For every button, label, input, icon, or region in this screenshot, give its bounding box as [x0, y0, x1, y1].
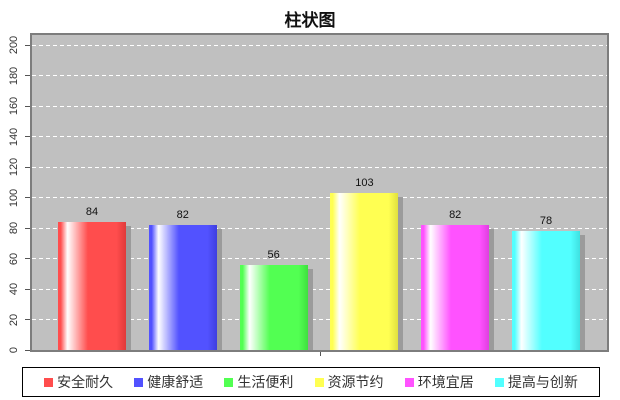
legend-item-资源节约: 资源节约 — [314, 372, 384, 392]
bar-shadow — [398, 196, 404, 350]
gridline-80 — [32, 227, 607, 229]
bar-body — [58, 221, 126, 350]
gridline-100 — [32, 197, 607, 198]
legend-swatch — [494, 377, 504, 387]
y-tick-120 — [25, 166, 30, 168]
legend-swatch — [404, 377, 414, 387]
bar-value-label: 82 — [176, 208, 189, 221]
legend-label: 生活便利 — [237, 374, 294, 390]
bar-环境宜居: 82 — [421, 209, 495, 350]
gridline-60 — [32, 258, 607, 259]
bar-shadow — [580, 235, 585, 350]
legend: 安全耐久 健康舒适 生活便利 资源节约 环境宜居 提高与创新 — [22, 367, 600, 397]
legend-item-健康舒适: 健康舒适 — [134, 372, 203, 392]
bar-value-label: 103 — [355, 176, 374, 189]
legend-label: 环境宜居 — [417, 374, 474, 390]
y-tick-80 — [25, 227, 30, 229]
x-tick-center — [319, 352, 321, 356]
y-tick-100 — [25, 197, 30, 198]
bar-value-label: 82 — [449, 208, 462, 221]
gridline-180 — [32, 75, 607, 76]
y-tick-label-200: 200 — [8, 35, 20, 55]
bar-提高与创新: 78 — [512, 215, 585, 350]
y-tick-label-20: 20 — [8, 313, 20, 326]
gridline-layer — [32, 35, 607, 350]
y-tick-label-0: 0 — [8, 346, 20, 354]
y-tick-180 — [25, 75, 30, 76]
bar-shadow — [307, 268, 313, 350]
y-tick-label-60: 60 — [8, 252, 20, 265]
y-tick-160 — [25, 105, 30, 107]
y-tick-label-140: 140 — [8, 127, 20, 146]
bar-body — [330, 192, 399, 350]
bar-body — [148, 224, 217, 350]
bars-layer: 84 82 56 103 82 78 — [32, 35, 607, 350]
y-tick-20 — [25, 319, 30, 320]
bar-shadow — [489, 228, 495, 350]
legend-swatch — [44, 377, 54, 387]
bar-资源节约: 103 — [330, 177, 404, 350]
y-tick-140 — [25, 136, 30, 137]
bar-body — [512, 231, 580, 350]
legend-item-环境宜居: 环境宜居 — [404, 372, 474, 392]
legend-item-安全耐久: 安全耐久 — [44, 372, 113, 392]
y-tick-label-80: 80 — [8, 221, 20, 235]
y-tick-label-160: 160 — [8, 96, 20, 116]
chart-title: 柱状图 — [284, 11, 336, 30]
y-tick-label-180: 180 — [8, 66, 20, 85]
gridline-160 — [32, 105, 607, 107]
y-tick-40 — [25, 288, 30, 290]
legend-label: 资源节约 — [327, 374, 384, 390]
legend-label: 安全耐久 — [57, 374, 114, 390]
y-tick-label-120: 120 — [8, 157, 20, 177]
bar-value-label: 56 — [267, 248, 280, 261]
bar-shadow — [216, 228, 222, 350]
gridline-200 — [32, 44, 607, 46]
bar-生活便利: 56 — [239, 249, 313, 350]
y-tick-label-40: 40 — [8, 282, 20, 296]
legend-swatch — [134, 377, 144, 387]
y-tick-60 — [25, 258, 30, 259]
legend-label: 健康舒适 — [147, 374, 204, 390]
bar-body — [239, 264, 308, 350]
gridline-20 — [32, 319, 607, 320]
bar-body — [421, 224, 490, 350]
gridline-40 — [32, 288, 607, 290]
bar-value-label: 78 — [539, 215, 553, 228]
legend-swatch — [224, 377, 234, 387]
y-tick-label-100: 100 — [8, 188, 20, 207]
bar-安全耐久: 84 — [58, 206, 131, 350]
y-tick-200 — [25, 44, 30, 46]
y-tick-0 — [25, 349, 30, 351]
plot-area: 84 82 56 103 82 78 — [30, 33, 609, 352]
legend-item-提高与创新: 提高与创新 — [494, 372, 578, 392]
gridline-120 — [32, 166, 607, 168]
legend-label: 提高与创新 — [507, 374, 578, 390]
gridline-140 — [32, 136, 607, 137]
legend-swatch — [314, 377, 324, 387]
bar-value-label: 84 — [85, 205, 99, 218]
bar-shadow — [126, 225, 131, 350]
bar-健康舒适: 82 — [148, 209, 222, 350]
legend-item-生活便利: 生活便利 — [224, 372, 293, 392]
